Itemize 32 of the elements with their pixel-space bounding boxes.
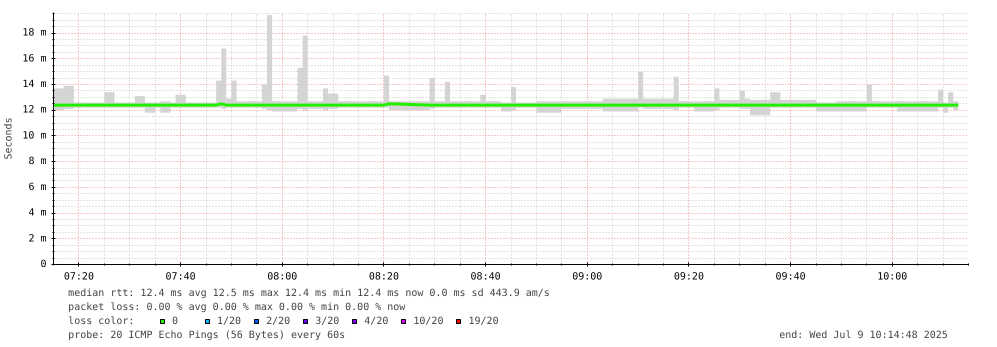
text: median rtt: 12.4 ms avg 12.5 ms max 12.4 ms min 12.4 ms now 0.0 ms sd 443.9 am/s: [68, 288, 550, 299]
y-axis-title: Seconds: [3, 117, 14, 160]
y-tick-label: 12 m: [22, 104, 47, 116]
legend-label: 3/20: [315, 315, 340, 327]
legend-label: 19/20: [468, 315, 499, 327]
y-tick-label: 18 m: [22, 28, 47, 39]
x-tick-label: 08:40: [470, 272, 501, 282]
y-tick-label: 6 m: [28, 182, 46, 193]
legend-label: 4/20: [364, 315, 388, 327]
text: packet loss: 0.00 % avg 0.00 % max 0.00 % min 0.00 % now: [68, 302, 406, 313]
y-tick-label: 4 m: [28, 208, 46, 219]
legend-label: 0: [172, 315, 180, 327]
x-tick-label: 09:20: [674, 272, 704, 282]
y-tick-label: 0: [40, 259, 47, 270]
y-tick-label: 10 m: [22, 130, 47, 142]
legend-label: 1/20: [217, 315, 242, 327]
legend-label: 2/20: [266, 315, 290, 327]
x-tick-label: 08:20: [368, 272, 399, 282]
x-tick-label: 09:00: [572, 272, 602, 282]
y-tick-label: 8 m: [28, 156, 46, 168]
text: end: Wed Jul 9 10:14:48 2025: [779, 330, 948, 341]
y-tick-label: 14 m: [22, 79, 47, 90]
y-tick-label: 16 m: [22, 53, 47, 64]
x-tick-label: 10:00: [877, 272, 908, 282]
x-tick-label: 07:40: [166, 272, 196, 282]
text: probe: 20 ICMP Echo Pings (56 Bytes) every 60s: [68, 330, 346, 341]
x-tick-label: 08:00: [267, 272, 298, 282]
x-tick-label: 09:40: [776, 272, 806, 282]
legend-label: 10/20: [413, 315, 444, 327]
legend-title: loss color:: [68, 316, 134, 327]
y-tick-label: 2 m: [28, 233, 46, 244]
x-tick-label: 07:20: [64, 272, 94, 282]
